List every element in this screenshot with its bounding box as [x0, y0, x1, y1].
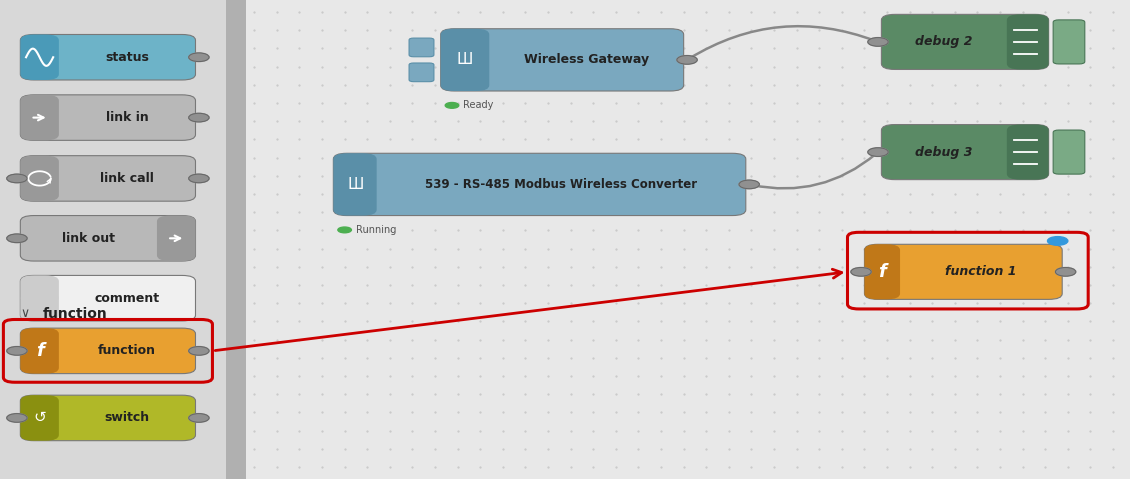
- Text: comment: comment: [95, 292, 159, 305]
- Text: function: function: [98, 344, 156, 357]
- Text: ↺: ↺: [33, 411, 46, 425]
- Text: debug 3: debug 3: [915, 146, 973, 159]
- FancyBboxPatch shape: [1053, 20, 1085, 64]
- Text: link in: link in: [106, 111, 148, 124]
- Circle shape: [7, 174, 27, 182]
- FancyBboxPatch shape: [864, 244, 899, 299]
- FancyBboxPatch shape: [881, 125, 1049, 180]
- Circle shape: [338, 227, 351, 233]
- FancyBboxPatch shape: [409, 38, 434, 57]
- FancyBboxPatch shape: [20, 216, 195, 261]
- Circle shape: [868, 148, 888, 156]
- Circle shape: [189, 174, 209, 182]
- FancyBboxPatch shape: [20, 95, 195, 140]
- FancyBboxPatch shape: [20, 34, 59, 80]
- FancyBboxPatch shape: [333, 153, 376, 216]
- Circle shape: [189, 414, 209, 422]
- FancyBboxPatch shape: [864, 244, 1062, 299]
- FancyBboxPatch shape: [881, 14, 1049, 69]
- Text: Running: Running: [356, 225, 397, 235]
- FancyBboxPatch shape: [20, 275, 59, 321]
- FancyBboxPatch shape: [1007, 125, 1049, 180]
- FancyBboxPatch shape: [333, 153, 746, 216]
- Circle shape: [189, 53, 209, 62]
- FancyBboxPatch shape: [0, 0, 226, 479]
- Text: f: f: [36, 342, 44, 360]
- FancyBboxPatch shape: [226, 0, 246, 479]
- FancyBboxPatch shape: [20, 328, 195, 374]
- FancyBboxPatch shape: [20, 275, 195, 321]
- FancyBboxPatch shape: [20, 395, 195, 441]
- Circle shape: [1055, 267, 1076, 276]
- Circle shape: [868, 38, 888, 46]
- FancyBboxPatch shape: [20, 156, 59, 201]
- Text: 539 - RS-485 Modbus Wireless Converter: 539 - RS-485 Modbus Wireless Converter: [425, 178, 697, 191]
- FancyBboxPatch shape: [441, 29, 489, 91]
- Circle shape: [851, 267, 871, 276]
- Text: link out: link out: [62, 232, 115, 245]
- Circle shape: [189, 347, 209, 355]
- Text: function: function: [43, 307, 107, 321]
- FancyBboxPatch shape: [409, 63, 434, 82]
- Text: debug 2: debug 2: [915, 35, 973, 48]
- Text: Ш: Ш: [347, 177, 364, 192]
- Text: status: status: [105, 51, 149, 64]
- FancyBboxPatch shape: [1053, 130, 1085, 174]
- Circle shape: [739, 180, 759, 189]
- Circle shape: [7, 347, 27, 355]
- Text: Wireless Gateway: Wireless Gateway: [524, 53, 649, 67]
- FancyBboxPatch shape: [1007, 14, 1049, 69]
- FancyBboxPatch shape: [20, 95, 59, 140]
- FancyBboxPatch shape: [20, 395, 59, 441]
- Circle shape: [445, 103, 459, 108]
- FancyBboxPatch shape: [20, 156, 195, 201]
- Text: Ш: Ш: [457, 52, 473, 68]
- Text: link call: link call: [101, 172, 154, 185]
- FancyBboxPatch shape: [20, 328, 59, 374]
- FancyBboxPatch shape: [20, 34, 195, 80]
- Text: function 1: function 1: [946, 265, 1017, 278]
- Circle shape: [1048, 237, 1068, 245]
- FancyBboxPatch shape: [441, 29, 684, 91]
- Text: switch: switch: [105, 411, 150, 424]
- Circle shape: [677, 56, 697, 64]
- Circle shape: [7, 414, 27, 422]
- Circle shape: [7, 234, 27, 242]
- Text: ∨: ∨: [20, 307, 29, 320]
- FancyBboxPatch shape: [157, 216, 195, 261]
- Circle shape: [21, 290, 58, 306]
- Text: Ready: Ready: [463, 101, 494, 110]
- Text: f: f: [878, 263, 886, 281]
- Circle shape: [189, 114, 209, 122]
